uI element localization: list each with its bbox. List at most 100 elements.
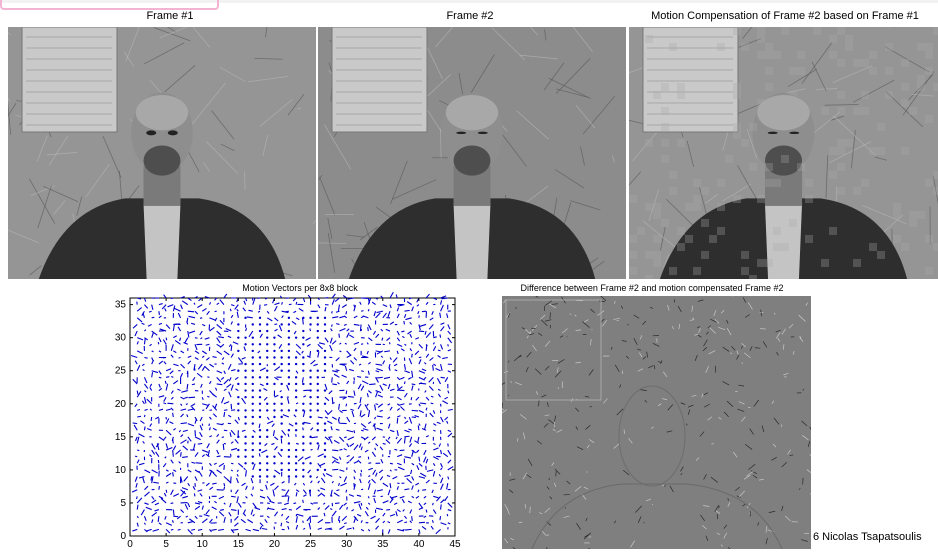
vector-arrow	[393, 502, 398, 505]
vector-arrow	[197, 363, 203, 370]
diff-edge	[547, 402, 549, 407]
vector-arrow	[287, 397, 290, 404]
vector-arrow	[200, 337, 203, 340]
vector-arrow	[173, 380, 179, 385]
vector-arrow	[324, 383, 328, 391]
vector-arrow	[151, 330, 158, 336]
diff-edge	[553, 482, 557, 488]
vector-arrow	[261, 449, 268, 454]
vector-arrow	[360, 488, 364, 491]
vector-arrow	[216, 455, 221, 458]
vector-dot	[287, 343, 291, 346]
vector-arrow	[193, 493, 196, 497]
block-artifact	[693, 267, 701, 275]
vector-arrow	[209, 317, 216, 321]
block-artifact	[901, 147, 909, 155]
vector-arrow	[183, 476, 189, 482]
diff-edge	[723, 411, 729, 418]
vector-dot	[280, 402, 283, 405]
vector-arrow	[310, 359, 316, 365]
diff-edge	[749, 346, 753, 352]
vector-arrow	[335, 357, 340, 362]
vector-arrow	[349, 442, 355, 447]
vector-dot	[251, 475, 254, 478]
block-artifact	[877, 147, 885, 155]
vector-arrow	[417, 436, 420, 443]
vector-arrow	[259, 522, 264, 527]
vector-arrow	[397, 466, 405, 471]
vector-arrow	[411, 449, 417, 454]
vector-arrow	[131, 489, 138, 493]
vector-arrow	[380, 295, 384, 299]
vector-arrow	[277, 451, 283, 458]
vector-arrow	[421, 310, 427, 313]
vector-arrow	[418, 370, 426, 374]
vector-arrow	[165, 429, 172, 436]
frame1-caption: Frame #1	[146, 10, 194, 22]
vector-arrow	[348, 334, 355, 339]
vector-arrow	[425, 353, 430, 358]
diff-edge	[544, 414, 550, 416]
map-road	[663, 254, 670, 268]
diff-edge	[737, 408, 745, 412]
vector-arrow	[169, 370, 174, 375]
shirt	[453, 203, 491, 279]
vector-arrow	[396, 430, 399, 437]
vector-arrow	[234, 439, 239, 444]
vector-arrow	[344, 342, 347, 345]
vector-dot	[258, 356, 262, 359]
map-road	[885, 90, 924, 128]
diff-edge	[702, 525, 707, 530]
vector-arrow	[153, 481, 159, 484]
diff-edge	[741, 416, 746, 422]
vector-arrow	[447, 476, 450, 480]
vector-dot	[280, 362, 283, 366]
vector-arrow	[273, 305, 278, 312]
diff-edge	[694, 354, 698, 362]
vector-arrow	[194, 337, 198, 339]
vector-dot	[302, 369, 305, 372]
block-artifact	[829, 35, 837, 43]
vector-dot	[244, 316, 247, 320]
vector-arrow	[432, 410, 436, 414]
vector-arrow	[396, 376, 401, 381]
diff-edge	[697, 326, 701, 329]
diff-edge	[637, 516, 642, 523]
vector-arrow	[187, 423, 195, 427]
vector-dot	[280, 395, 283, 399]
vector-arrow	[230, 447, 238, 451]
vector-arrow	[367, 324, 372, 331]
vector-arrow	[333, 492, 340, 497]
diff-edge	[736, 354, 740, 360]
vector-arrow	[431, 519, 434, 523]
map-road	[53, 200, 66, 215]
map-road	[544, 29, 547, 41]
vector-arrow	[418, 462, 423, 467]
vector-arrow	[368, 421, 372, 425]
block-artifact	[725, 155, 733, 163]
vector-dot	[316, 376, 319, 379]
vector-arrow	[404, 515, 408, 519]
vector-arrow	[364, 510, 369, 517]
block-artifact	[861, 107, 869, 115]
vector-arrow	[165, 446, 173, 451]
vector-arrow	[250, 509, 254, 515]
vector-arrow	[180, 373, 184, 378]
vector-arrow	[204, 296, 210, 299]
vector-arrow	[191, 528, 196, 531]
diff-edge	[546, 486, 550, 490]
vector-arrow	[158, 495, 164, 499]
diff-edge	[736, 350, 739, 355]
vector-dot	[287, 336, 291, 339]
vector-dot	[309, 376, 312, 379]
vector-arrow	[151, 372, 154, 378]
vector-arrow	[177, 528, 181, 531]
vector-arrow	[280, 522, 283, 527]
vector-arrow	[274, 376, 279, 381]
vector-arrow	[293, 310, 297, 314]
block-artifact	[837, 187, 845, 195]
vector-arrow	[346, 443, 350, 448]
map-road	[205, 141, 239, 175]
vector-dot	[294, 429, 298, 432]
vector-arrow	[207, 449, 210, 457]
